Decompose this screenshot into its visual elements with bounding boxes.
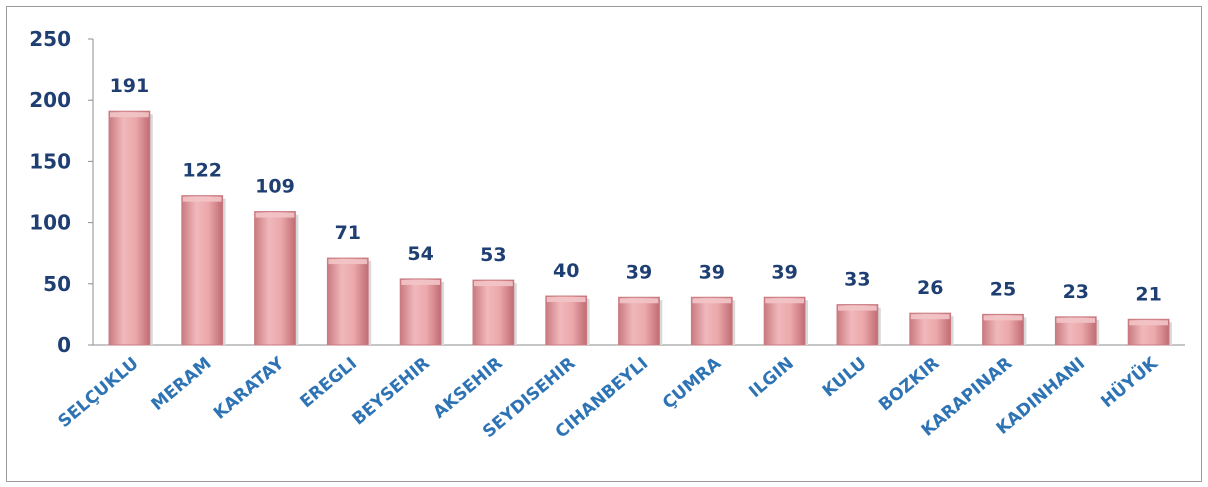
bar: [326, 257, 369, 346]
category-label: ÇUMRA: [659, 353, 726, 414]
category-label: ILGIN: [745, 354, 797, 403]
category-label: KULU: [819, 354, 871, 402]
data-label: 39: [626, 261, 652, 283]
bar-bevel: [910, 314, 950, 320]
bar: [618, 296, 660, 346]
bar-bevel: [765, 298, 804, 304]
bar-bevel: [983, 315, 1023, 321]
category-label: EREGLI: [296, 354, 361, 413]
bar-bevel: [182, 196, 222, 202]
data-labels: 191 122 109 71 54 53 40 39 39 39 33 26 25 23 21: [110, 75, 1162, 305]
y-tick-label: 50: [43, 272, 71, 296]
bar: [763, 296, 806, 346]
y-tick-label: 0: [57, 333, 71, 357]
category-label: SELÇUKLU: [55, 354, 143, 432]
data-label: 122: [182, 160, 222, 182]
bar: [108, 110, 151, 346]
bar-bevel: [401, 279, 440, 285]
bar: [836, 304, 879, 346]
chart-frame: 0 50 100 150 200 250 191 122 109 71 54 53 40 39 39 39 3…: [6, 6, 1202, 482]
data-label: 21: [1135, 283, 1161, 305]
data-label: 191: [110, 75, 150, 97]
data-label: 23: [1063, 281, 1089, 303]
bar: [545, 295, 588, 346]
bar-bevel: [619, 298, 659, 304]
bar-chart: 0 50 100 150 200 250 191 122 109 71 54 53 40 39 39 39 3…: [29, 27, 1185, 442]
bar-bevel: [1056, 317, 1096, 323]
data-label: 39: [699, 261, 725, 283]
bar: [690, 296, 733, 346]
category-label: MERAM: [148, 354, 216, 415]
data-label: 40: [553, 260, 579, 282]
bar-bevel: [546, 297, 586, 303]
bars: [108, 110, 1172, 346]
y-tick-label: 100: [29, 211, 71, 235]
data-label: 71: [335, 222, 361, 244]
bar-bevel: [110, 112, 149, 118]
bar-bevel: [1129, 320, 1168, 326]
bar-bevel: [474, 281, 513, 287]
bar: [181, 195, 224, 346]
data-label: 33: [844, 269, 870, 291]
category-label: BEYSEHIR: [349, 354, 434, 430]
data-label: 39: [771, 261, 797, 283]
bar-bevel: [255, 212, 295, 218]
category-label: BOZKIR: [875, 354, 943, 416]
data-label: 53: [480, 244, 506, 266]
bar-bevel: [692, 298, 732, 304]
category-label: KARATAY: [210, 353, 289, 424]
bar-bevel: [838, 305, 877, 311]
bar: [399, 278, 442, 346]
y-tick-label: 150: [29, 149, 71, 173]
data-label: 109: [255, 176, 295, 198]
bar: [472, 279, 515, 346]
bar: [254, 211, 296, 346]
y-tick-label: 250: [29, 27, 71, 51]
y-tick-label: 200: [29, 88, 71, 112]
data-label: 26: [917, 277, 943, 299]
data-label: 54: [407, 243, 433, 265]
data-label: 25: [990, 278, 1016, 300]
bar-bevel: [328, 259, 368, 265]
category-label: HÜYÜK: [1096, 351, 1162, 412]
